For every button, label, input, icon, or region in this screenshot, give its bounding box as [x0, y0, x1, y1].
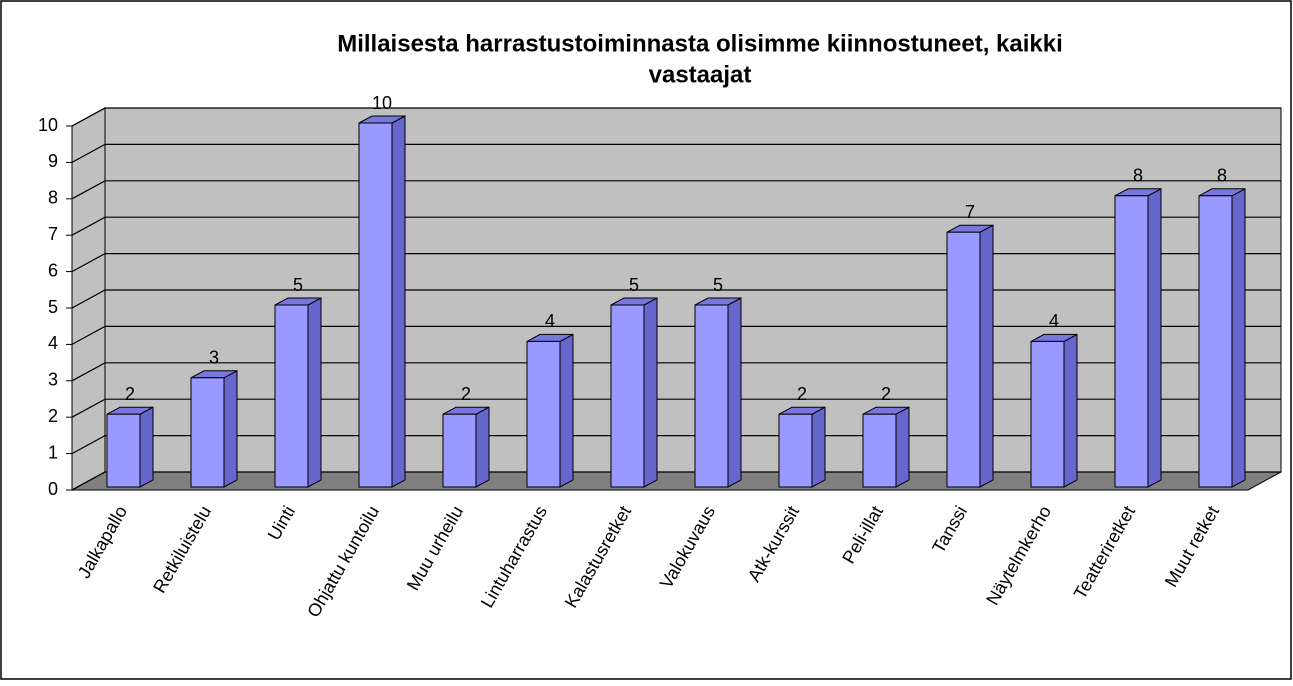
grid-line: [71, 180, 1281, 200]
data-label: 8: [1217, 166, 1227, 186]
bar: [610, 304, 645, 488]
bar-side: [475, 406, 490, 488]
bar-side: [1231, 187, 1246, 488]
bar-side: [727, 297, 742, 488]
bar: [1030, 340, 1065, 488]
bar-side: [391, 115, 406, 488]
grid-line: [71, 143, 1281, 163]
data-label: 2: [881, 384, 891, 404]
bar: [442, 413, 477, 488]
bar: [274, 304, 309, 488]
bar: [1114, 195, 1149, 488]
floor: [71, 471, 1282, 491]
bar-side: [1063, 333, 1078, 488]
bar: [1198, 195, 1233, 488]
data-label: 4: [545, 311, 555, 331]
bar: [946, 231, 981, 488]
bar-side: [1147, 187, 1162, 488]
data-label: 5: [629, 275, 639, 295]
y-tick-label: 6: [48, 260, 58, 280]
grid-line: [71, 362, 1281, 382]
bar-side: [139, 406, 154, 488]
bar: [106, 413, 141, 488]
grid-line: [71, 398, 1281, 418]
chart-title: vastaajat: [649, 61, 752, 88]
y-tick-label: 9: [48, 151, 58, 171]
y-tick-label: 4: [48, 333, 58, 353]
y-tick-label: 1: [48, 442, 58, 462]
grid-line: [71, 107, 1281, 127]
bar-side: [307, 297, 322, 488]
bar-side: [643, 297, 658, 488]
data-label: 7: [965, 202, 975, 222]
y-tick-label: 2: [48, 406, 58, 426]
chart-title: Millaisesta harrastustoiminnasta olisimm…: [337, 30, 1063, 57]
bar-side: [979, 224, 994, 488]
data-label: 5: [713, 275, 723, 295]
bar-side: [811, 406, 826, 488]
data-label: 5: [293, 275, 303, 295]
y-tick-label: 5: [48, 297, 58, 317]
grid-line: [71, 289, 1281, 309]
data-label: 8: [1133, 166, 1143, 186]
y-tick-label: 8: [48, 188, 58, 208]
grid-line: [71, 253, 1281, 273]
data-label: 4: [1049, 311, 1059, 331]
bar-side: [223, 369, 238, 488]
bar: [862, 413, 897, 488]
bar-side: [895, 406, 910, 488]
grid-line: [71, 216, 1281, 236]
bar: [526, 340, 561, 488]
y-tick-label: 10: [38, 115, 58, 135]
y-tick-label: 0: [48, 479, 58, 499]
data-label: 2: [461, 384, 471, 404]
bar: [190, 377, 225, 488]
y-tick-label: 3: [48, 370, 58, 390]
bar: [694, 304, 729, 488]
bar: [778, 413, 813, 488]
grid-line: [71, 325, 1281, 345]
data-label: 10: [372, 93, 392, 113]
bar-side: [559, 333, 574, 488]
data-label: 3: [209, 348, 219, 368]
data-label: 2: [797, 384, 807, 404]
y-tick-label: 7: [48, 224, 58, 244]
data-label: 2: [125, 384, 135, 404]
bar: [358, 122, 393, 488]
